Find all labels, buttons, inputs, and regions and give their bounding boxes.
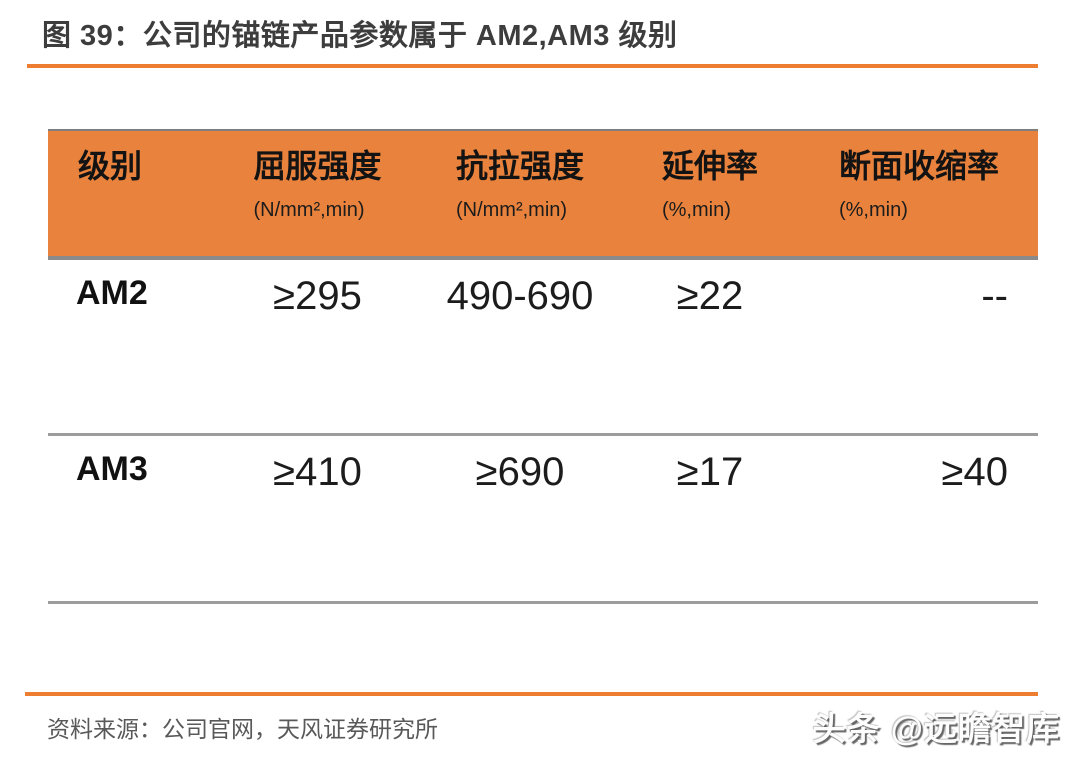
- column-label: 抗拉强度: [455, 148, 584, 184]
- column-label: 屈服强度: [253, 148, 382, 184]
- table-header-row: 级别 屈服强度 (N/mm²,min) 抗拉强度 (N/mm²,min): [48, 129, 1038, 260]
- elongation-cell: ≥17: [620, 434, 800, 604]
- reduction-of-area-cell: ≥40: [800, 434, 1038, 604]
- grade-cell: AM2: [48, 258, 215, 436]
- tensile-strength-cell: ≥690: [420, 434, 620, 604]
- table-row-am3: AM3 ≥410 ≥690 ≥17 ≥40: [48, 434, 1038, 604]
- column-label: 断面收缩率: [838, 148, 999, 184]
- column-unit: (%,min): [661, 199, 731, 222]
- column-header-grade: 级别: [48, 129, 215, 260]
- table-header: 级别 屈服强度 (N/mm²,min) 抗拉强度 (N/mm²,min): [48, 129, 1038, 260]
- source-note: 资料来源：公司官网，天风证券研究所: [47, 716, 438, 742]
- footer-divider: [25, 692, 1038, 696]
- column-label: 延伸率: [661, 148, 758, 184]
- column-header-yield-strength: 屈服强度 (N/mm²,min): [215, 129, 420, 260]
- column-unit: (%,min): [838, 199, 908, 222]
- column-unit: (N/mm²,min): [253, 199, 365, 222]
- reduction-of-area-cell: --: [800, 258, 1038, 436]
- grade-cell: AM3: [48, 434, 215, 604]
- column-label: 级别: [78, 148, 143, 184]
- table-row-am2: AM2 ≥295 490-690 ≥22 --: [48, 258, 1038, 436]
- tensile-strength-cell: 490-690: [420, 258, 620, 436]
- yield-strength-cell: ≥410: [215, 434, 420, 604]
- watermark: 头条 @远瞻智库: [812, 710, 1060, 747]
- column-header-elongation: 延伸率 (%,min): [620, 129, 800, 260]
- table-body: AM2 ≥295 490-690 ≥22 -- AM3 ≥410 ≥690 ≥1…: [48, 258, 1038, 604]
- elongation-cell: ≥22: [620, 258, 800, 436]
- figure-title: 图 39：公司的锚链产品参数属于 AM2,AM3 级别: [42, 20, 678, 52]
- column-header-reduction-of-area: 断面收缩率 (%,min): [800, 129, 1038, 260]
- parameters-table: 级别 屈服强度 (N/mm²,min) 抗拉强度 (N/mm²,min): [48, 129, 1038, 604]
- title-underline: [27, 64, 1038, 68]
- column-header-tensile-strength: 抗拉强度 (N/mm²,min): [420, 129, 620, 260]
- column-unit: (N/mm²,min): [455, 199, 568, 222]
- yield-strength-cell: ≥295: [215, 258, 420, 436]
